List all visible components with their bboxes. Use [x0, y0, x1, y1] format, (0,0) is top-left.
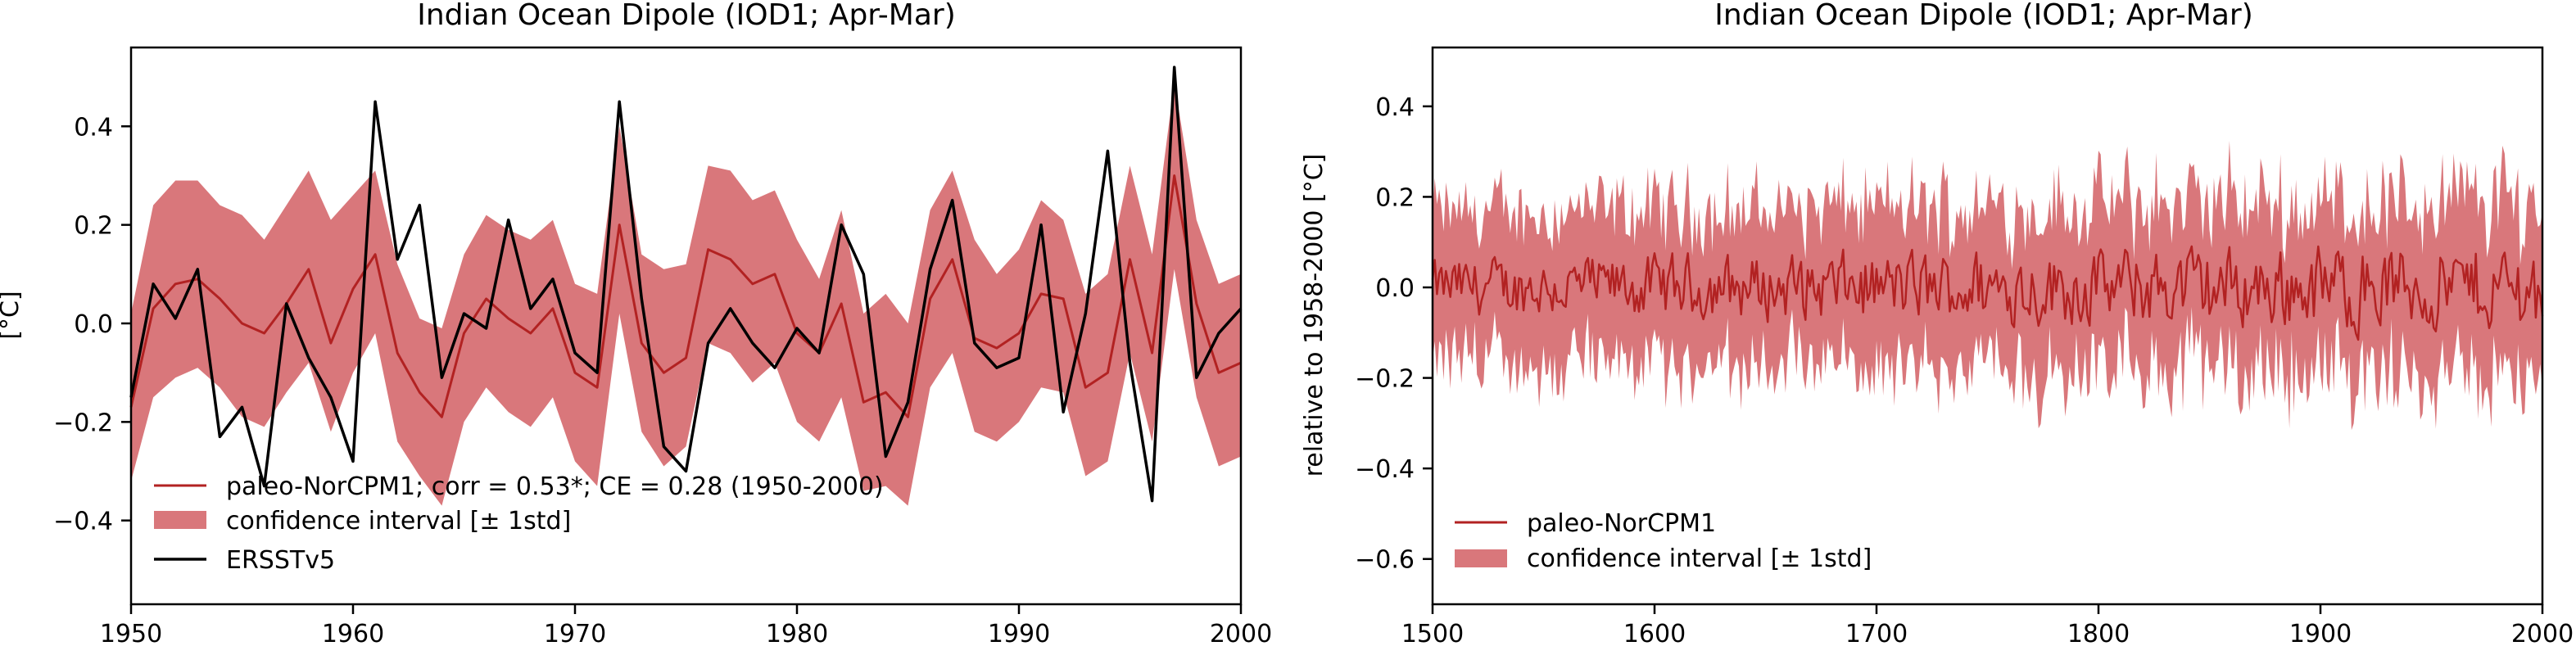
right-x-tick-label: 1600	[1623, 620, 1686, 646]
left-x-tick-label: 1960	[322, 620, 384, 646]
right-series-lines	[1431, 245, 2544, 341]
right-panel: Indian Ocean Dipole (IOD1; Apr-Mar) rela…	[1300, 0, 2574, 646]
left-legend: paleo-NorCPM1; corr = 0.53*; CE = 0.28 (…	[154, 472, 884, 575]
left-x-ticks: 1950 1960 1970 1980 1990 2000	[100, 604, 1272, 646]
left-y-tick-label: 0.4	[74, 113, 113, 142]
left-ci-band-area	[131, 82, 1241, 506]
left-paleo-line	[129, 174, 1242, 418]
right-x-tick-label: 1500	[1401, 620, 1464, 646]
right-y-tick-label: −0.2	[1355, 365, 1415, 394]
left-chart-title: Indian Ocean Dipole (IOD1; Apr-Mar)	[417, 0, 956, 32]
left-plot-frame	[129, 46, 1243, 606]
left-legend-label-ci: confidence interval [± 1std]	[226, 507, 571, 535]
left-legend-swatch-ci	[154, 511, 206, 529]
left-y-axis-label: [°C]	[0, 291, 25, 339]
right-chart-title: Indian Ocean Dipole (IOD1; Apr-Mar)	[1714, 0, 2253, 32]
right-legend-label-paleo: paleo-NorCPM1	[1527, 509, 1716, 538]
left-panel: Indian Ocean Dipole (IOD1; Apr-Mar) [°C]…	[0, 0, 1272, 646]
left-x-tick-label: 1950	[100, 620, 162, 646]
left-series-lines	[129, 66, 1243, 503]
right-y-tick-label: 0.2	[1375, 183, 1415, 212]
right-y-tick-label: −0.6	[1355, 546, 1415, 575]
left-x-tick-label: 2000	[1210, 620, 1272, 646]
right-legend-swatch-ci	[1455, 549, 1507, 567]
left-y-tick-label: 0.0	[74, 310, 113, 339]
right-x-tick-label: 2000	[2511, 620, 2574, 646]
right-x-tick-label: 1700	[1845, 620, 1908, 646]
left-ersst-line	[129, 66, 1243, 503]
left-y-tick-label: 0.2	[74, 212, 113, 241]
right-y-tick-label: −0.4	[1355, 455, 1415, 484]
left-x-tick-label: 1980	[766, 620, 828, 646]
right-x-tick-label: 1900	[2289, 620, 2352, 646]
right-legend: paleo-NorCPM1 confidence interval [± 1st…	[1455, 509, 1872, 573]
left-y-tick-label: −0.4	[53, 508, 113, 536]
right-legend-label-ci: confidence interval [± 1std]	[1527, 544, 1872, 573]
left-y-ticks: −0.4 −0.2 0.0 0.2 0.4	[53, 113, 131, 536]
left-y-tick-label: −0.2	[53, 409, 113, 437]
right-x-ticks: 1500 1600 1700 1800 1900 2000	[1401, 604, 2574, 646]
right-y-ticks: −0.6 −0.4 −0.2 0.0 0.2 0.4	[1355, 93, 1433, 575]
right-y-tick-label: 0.0	[1375, 274, 1415, 303]
right-y-tick-label: 0.4	[1375, 93, 1415, 122]
left-x-tick-label: 1990	[988, 620, 1050, 646]
right-y-axis-label: relative to 1958-2000 [°C]	[1300, 154, 1329, 477]
left-confidence-band	[131, 82, 1241, 506]
right-plot-frame	[1431, 46, 2544, 606]
right-paleo-line	[1431, 245, 2544, 341]
right-x-tick-label: 1800	[2067, 620, 2130, 646]
left-legend-label-ersst: ERSSTv5	[226, 546, 335, 575]
left-legend-label-paleo: paleo-NorCPM1; corr = 0.53*; CE = 0.28 (…	[226, 472, 884, 501]
left-x-tick-label: 1970	[544, 620, 606, 646]
